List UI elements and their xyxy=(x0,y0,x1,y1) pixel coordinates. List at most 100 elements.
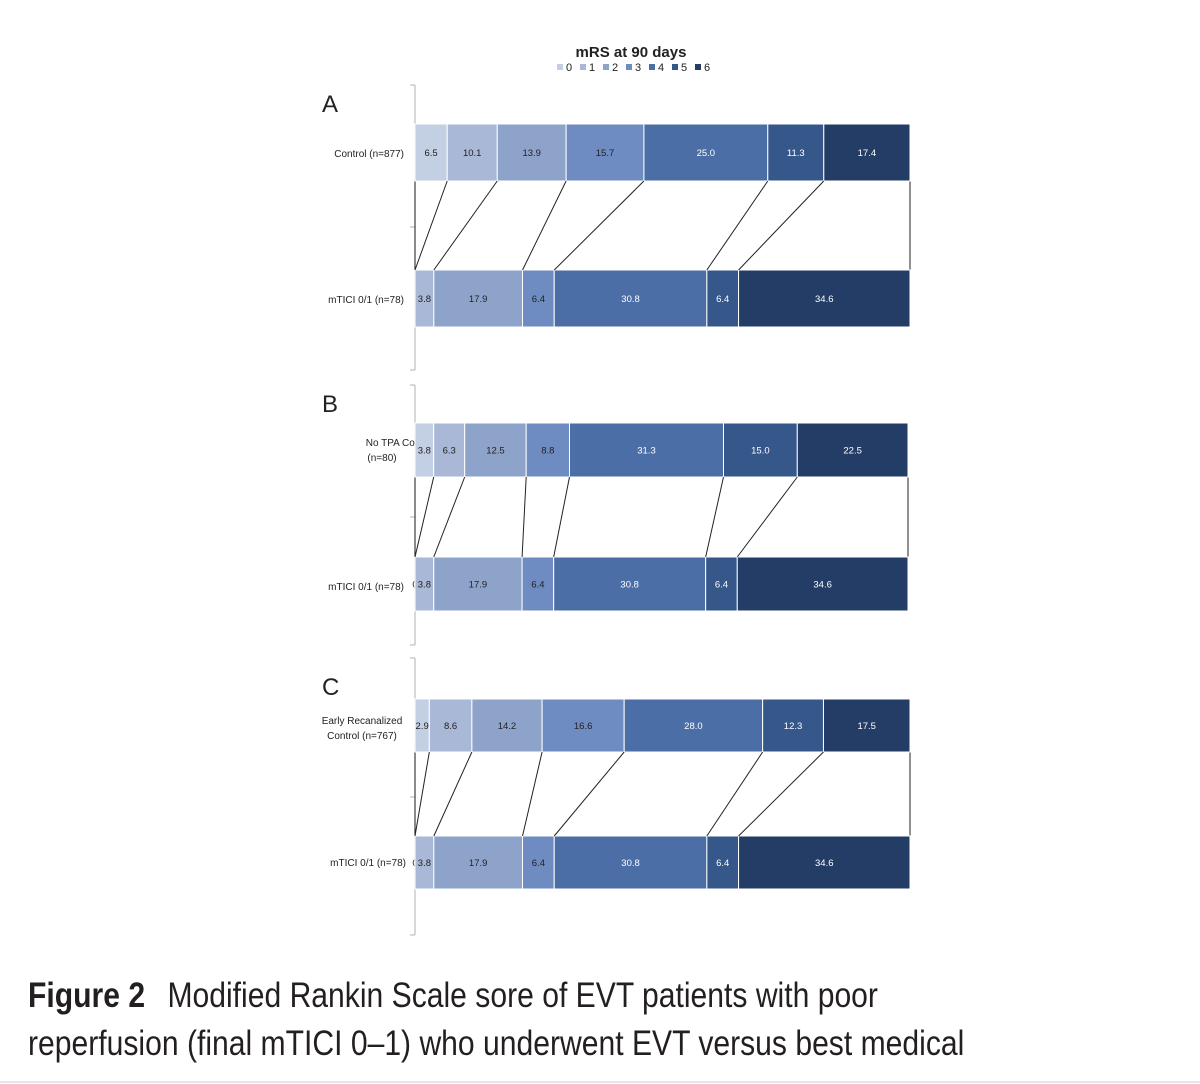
panel-a-top-bar-mrs-0 xyxy=(414,123,448,182)
panel-c-connector-2 xyxy=(433,751,473,837)
panel-b-top-data-label-mrs-6: 22.5 xyxy=(843,446,862,457)
panel-c-connector-3 xyxy=(522,751,543,837)
row-label-b-control-line2: (n=80) xyxy=(367,453,396,464)
panel-c-bottom-data-label-mrs-4: 30.8 xyxy=(621,858,640,869)
row-label-c-control-line2: Control (n=767) xyxy=(327,731,397,742)
panel-c-bottom-data-label-mrs-6: 34.6 xyxy=(815,858,834,869)
panel-c-top-data-label-mrs-2: 14.2 xyxy=(498,721,517,732)
legend-label-1: 1 xyxy=(589,62,595,74)
panel-label-b: B xyxy=(322,391,338,418)
panel-a-top-bar-mrs-3 xyxy=(565,123,645,182)
panel-c-connector-5 xyxy=(706,751,764,837)
panel-a-connector-3 xyxy=(522,180,567,271)
panel-b-top-data-label-mrs-5: 15.0 xyxy=(751,446,770,457)
panel-a-bottom-data-label-mrs-3: 6.4 xyxy=(532,294,545,305)
panel-b-bottom-bar-mrs-2 xyxy=(433,556,523,612)
panel-c-bottom-data-label-mrs-5: 6.4 xyxy=(716,858,729,869)
panel-a-connector-2 xyxy=(433,180,498,271)
panel-b-top-bar-mrs-2 xyxy=(464,422,527,478)
panel-b-connector-2 xyxy=(433,476,466,558)
panel-b-connector-1 xyxy=(414,476,435,558)
caption-label: Figure 2 xyxy=(28,976,146,1015)
legend-label-5: 5 xyxy=(681,62,687,74)
panel-a-top-bar-mrs-2 xyxy=(496,123,567,182)
panel-a-top-bar-mrs-6 xyxy=(823,123,911,182)
panel-c-connector-1 xyxy=(414,751,430,837)
panel-a-bottom-data-label-mrs-5: 6.4 xyxy=(716,294,729,305)
panel-a-connector-5 xyxy=(706,180,769,271)
panel-a: 6.510.113.915.725.011.317.403.817.96.430… xyxy=(414,123,911,328)
panel-a-top-data-label-mrs-5: 11.3 xyxy=(787,148,805,159)
legend-label-6: 6 xyxy=(704,62,710,74)
legend: 0 1 2 3 4 5 6 xyxy=(557,62,710,74)
figure-chart: mRS at 90 days 0 1 2 3 4 5 6 A B C Control (n=… xyxy=(322,44,911,936)
panel-c-top-data-label-mrs-4: 28.0 xyxy=(684,721,703,732)
panel-label-c: C xyxy=(322,674,339,701)
panel-label-a: A xyxy=(322,91,338,118)
panel-b-top-bar-mrs-3 xyxy=(525,422,570,478)
panel-a-bottom-bar-mrs-4 xyxy=(553,269,708,328)
legend-label-4: 4 xyxy=(658,62,664,74)
legend-swatch-6 xyxy=(695,64,701,70)
panel-c-top-bar-mrs-4 xyxy=(623,698,764,753)
panel-c-top-data-label-mrs-6: 17.5 xyxy=(857,721,876,732)
panel-a-top-data-label-mrs-1: 10.1 xyxy=(463,148,482,159)
legend-label-3: 3 xyxy=(635,62,641,74)
panel-a-connector-4 xyxy=(553,180,645,271)
panel-c-bottom-data-label-mrs-3: 6.4 xyxy=(532,858,545,869)
panel-b-connector-6 xyxy=(736,476,798,558)
panel-c-top-data-label-mrs-3: 16.6 xyxy=(574,721,593,732)
legend-swatch-2 xyxy=(603,64,609,70)
panel-c-bottom-bar-mrs-3 xyxy=(522,835,555,890)
panel-a-top-bar-mrs-4 xyxy=(643,123,769,182)
panel-a-bottom-bar-mrs-3 xyxy=(522,269,555,328)
panel-a-bottom-data-label-mrs-4: 30.8 xyxy=(621,294,640,305)
panel-a-top-data-label-mrs-4: 25.0 xyxy=(697,148,716,159)
panel-a-top-data-label-mrs-2: 13.9 xyxy=(522,148,541,159)
panel-b-connector-4 xyxy=(553,476,570,558)
panel-a-connector-1 xyxy=(414,180,448,271)
panel-c-top-data-label-mrs-5: 12.3 xyxy=(784,721,803,732)
panel-b-bottom-data-label-mrs-6: 34.6 xyxy=(813,580,832,591)
row-label-a-control: Control (n=877) xyxy=(334,149,404,160)
panel-a-top-data-label-mrs-6: 17.4 xyxy=(858,148,877,159)
panel-a-bottom-bar-mrs-5 xyxy=(706,269,740,328)
legend-swatch-4 xyxy=(649,64,655,70)
panel-a-top-data-label-mrs-0: 6.5 xyxy=(424,148,437,159)
panel-c-bottom-data-label-mrs-2: 17.9 xyxy=(469,858,488,869)
panel-b-top-bar-mrs-6 xyxy=(796,422,909,478)
row-label-c-mtici: mTICI 0/1 (n=78) xyxy=(330,858,406,869)
row-label-a-mtici: mTICI 0/1 (n=78) xyxy=(328,295,404,306)
divider xyxy=(0,1081,1200,1083)
figure-caption: Figure 2 Modified Rankin Scale sore of EV… xyxy=(28,972,1026,1068)
panel-a-bottom-bar-mrs-2 xyxy=(433,269,524,328)
legend-swatch-5 xyxy=(672,64,678,70)
panel-b-bottom-bar-mrs-3 xyxy=(521,556,555,612)
panel-b-bottom-data-label-mrs-1: 3.8 xyxy=(418,580,431,591)
caption-text: Modified Rankin Scale sore of EVT patien… xyxy=(28,976,965,1063)
panel-c-top-bar-mrs-6 xyxy=(822,698,911,753)
panel-a-bottom-bar-mrs-6 xyxy=(738,269,911,328)
panel-c-bottom-bar-mrs-6 xyxy=(738,835,911,890)
panel-b-top-bar-mrs-4 xyxy=(568,422,724,478)
panel-c-bottom-bar-mrs-5 xyxy=(706,835,740,890)
panel-c-top-bar-mrs-1 xyxy=(428,698,473,753)
legend-title: mRS at 90 days xyxy=(576,44,687,61)
panel-a-bottom-data-label-mrs-6: 34.6 xyxy=(815,294,834,305)
legend-swatch-1 xyxy=(580,64,586,70)
panel-c-connector-4 xyxy=(553,751,625,837)
legend-swatch-0 xyxy=(557,64,563,70)
panel-b-top-data-label-mrs-4: 31.3 xyxy=(637,446,656,457)
panel-b: 3.86.312.58.831.315.022.50.03.817.96.430… xyxy=(412,422,909,612)
panel-a-top-data-label-mrs-3: 15.7 xyxy=(596,148,615,159)
panel-c-bottom-data-label-mrs-1: 3.8 xyxy=(418,858,431,869)
panel-a-connector-6 xyxy=(738,180,825,271)
panel-b-bottom-data-label-mrs-5: 6.4 xyxy=(715,580,728,591)
panel-b-top-bar-mrs-5 xyxy=(722,422,798,478)
panel-b-top-data-label-mrs-3: 8.8 xyxy=(541,446,554,457)
panel-c-connector-6 xyxy=(738,751,824,837)
panel-c-top-bar-mrs-2 xyxy=(471,698,543,753)
row-label-c-control-line1: Early Recanalized xyxy=(322,716,403,727)
panel-c-top-data-label-mrs-0: 2.9 xyxy=(416,721,429,732)
panel-c: 2.98.614.216.628.012.317.50.03.817.96.43… xyxy=(412,698,911,890)
